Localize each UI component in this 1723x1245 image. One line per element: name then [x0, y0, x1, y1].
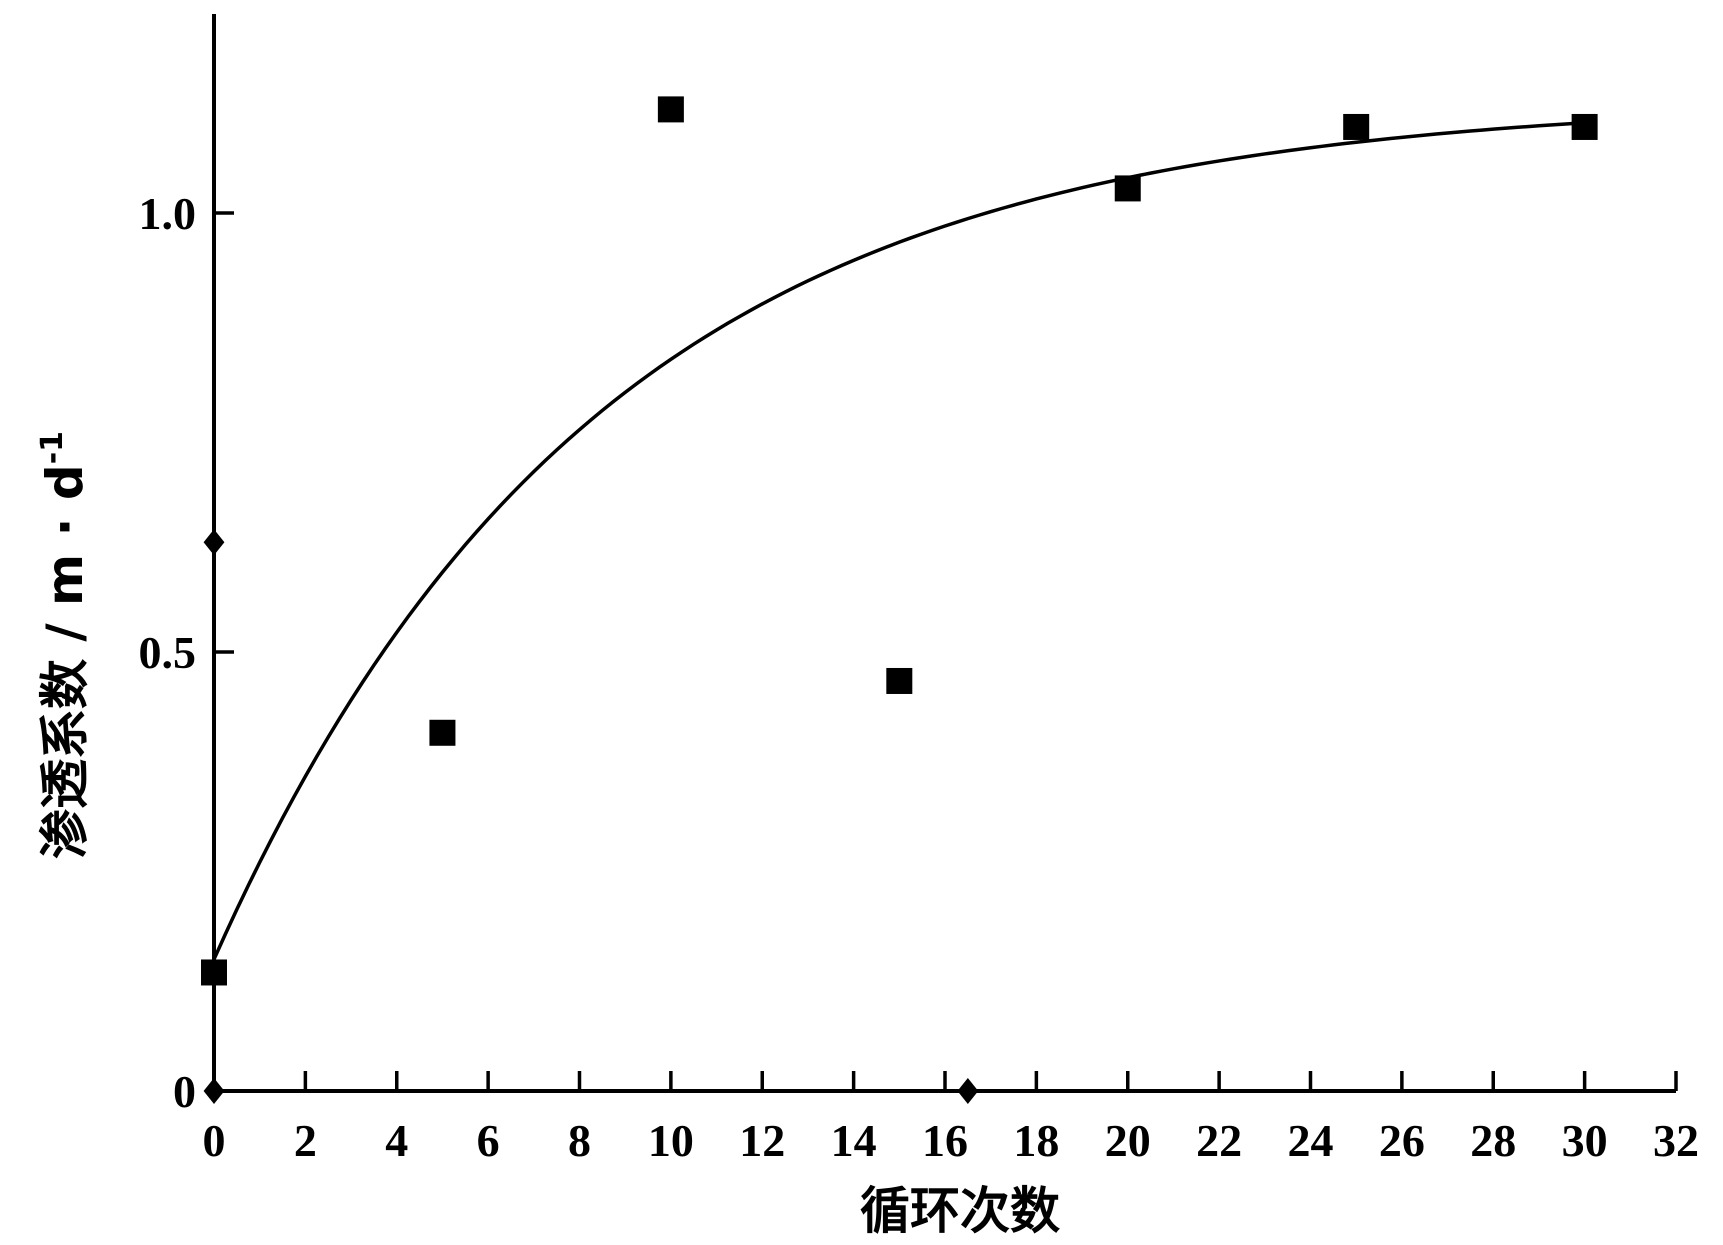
data-point-30	[1571, 113, 1598, 140]
x-tick-label-26: 26	[1379, 1115, 1425, 1166]
data-point-0	[201, 959, 227, 986]
axes	[212, 14, 1676, 1093]
x-tick-label-10: 10	[648, 1115, 694, 1166]
y-axis-title-text: 渗透系数 / m · d	[36, 464, 94, 859]
y-tick-label-0.5: 0.5	[139, 627, 197, 678]
x-tick-label-32: 32	[1653, 1115, 1699, 1166]
data-point-15	[886, 667, 913, 694]
x-tick-label-30: 30	[1562, 1115, 1608, 1166]
x-tick-label-28: 28	[1470, 1115, 1516, 1166]
x-tick-label-18: 18	[1013, 1115, 1059, 1166]
x-tick-label-16: 16	[922, 1115, 968, 1166]
y-axis-title-superscript: -1	[35, 431, 70, 464]
x-tick-label-22: 22	[1196, 1115, 1242, 1166]
x-tick-label-8: 8	[568, 1115, 591, 1166]
y-tick-label-0: 0	[173, 1066, 196, 1117]
y-axis-title: 渗透系数 / m · d-1	[35, 431, 94, 859]
axis-diamond-marker-x-2	[957, 1078, 979, 1104]
x-tick-label-6: 6	[477, 1115, 500, 1166]
data-point-20	[1114, 175, 1141, 202]
data-point-10	[657, 96, 684, 123]
fit-curve-layer	[212, 120, 1585, 961]
ticks	[214, 211, 1678, 1091]
x-tick-label-20: 20	[1105, 1115, 1151, 1166]
y-tick-label-1: 1.0	[139, 188, 197, 239]
x-axis-title: 循环次数	[860, 1182, 1060, 1240]
axis-markers	[203, 529, 979, 1104]
x-tick-label-24: 24	[1288, 1115, 1334, 1166]
data-points	[201, 96, 1598, 986]
data-point-25	[1343, 113, 1370, 140]
fit-curve	[212, 120, 1585, 961]
axis-diamond-marker-y-0	[203, 529, 225, 556]
x-tick-label-0: 0	[203, 1115, 226, 1166]
x-tick-label-12: 12	[739, 1115, 785, 1166]
axis-diamond-marker-y-1	[203, 1078, 225, 1104]
data-point-5	[429, 719, 456, 746]
x-tick-label-2: 2	[294, 1115, 317, 1166]
x-tick-label-14: 14	[831, 1115, 877, 1166]
x-tick-label-4: 4	[385, 1115, 408, 1166]
